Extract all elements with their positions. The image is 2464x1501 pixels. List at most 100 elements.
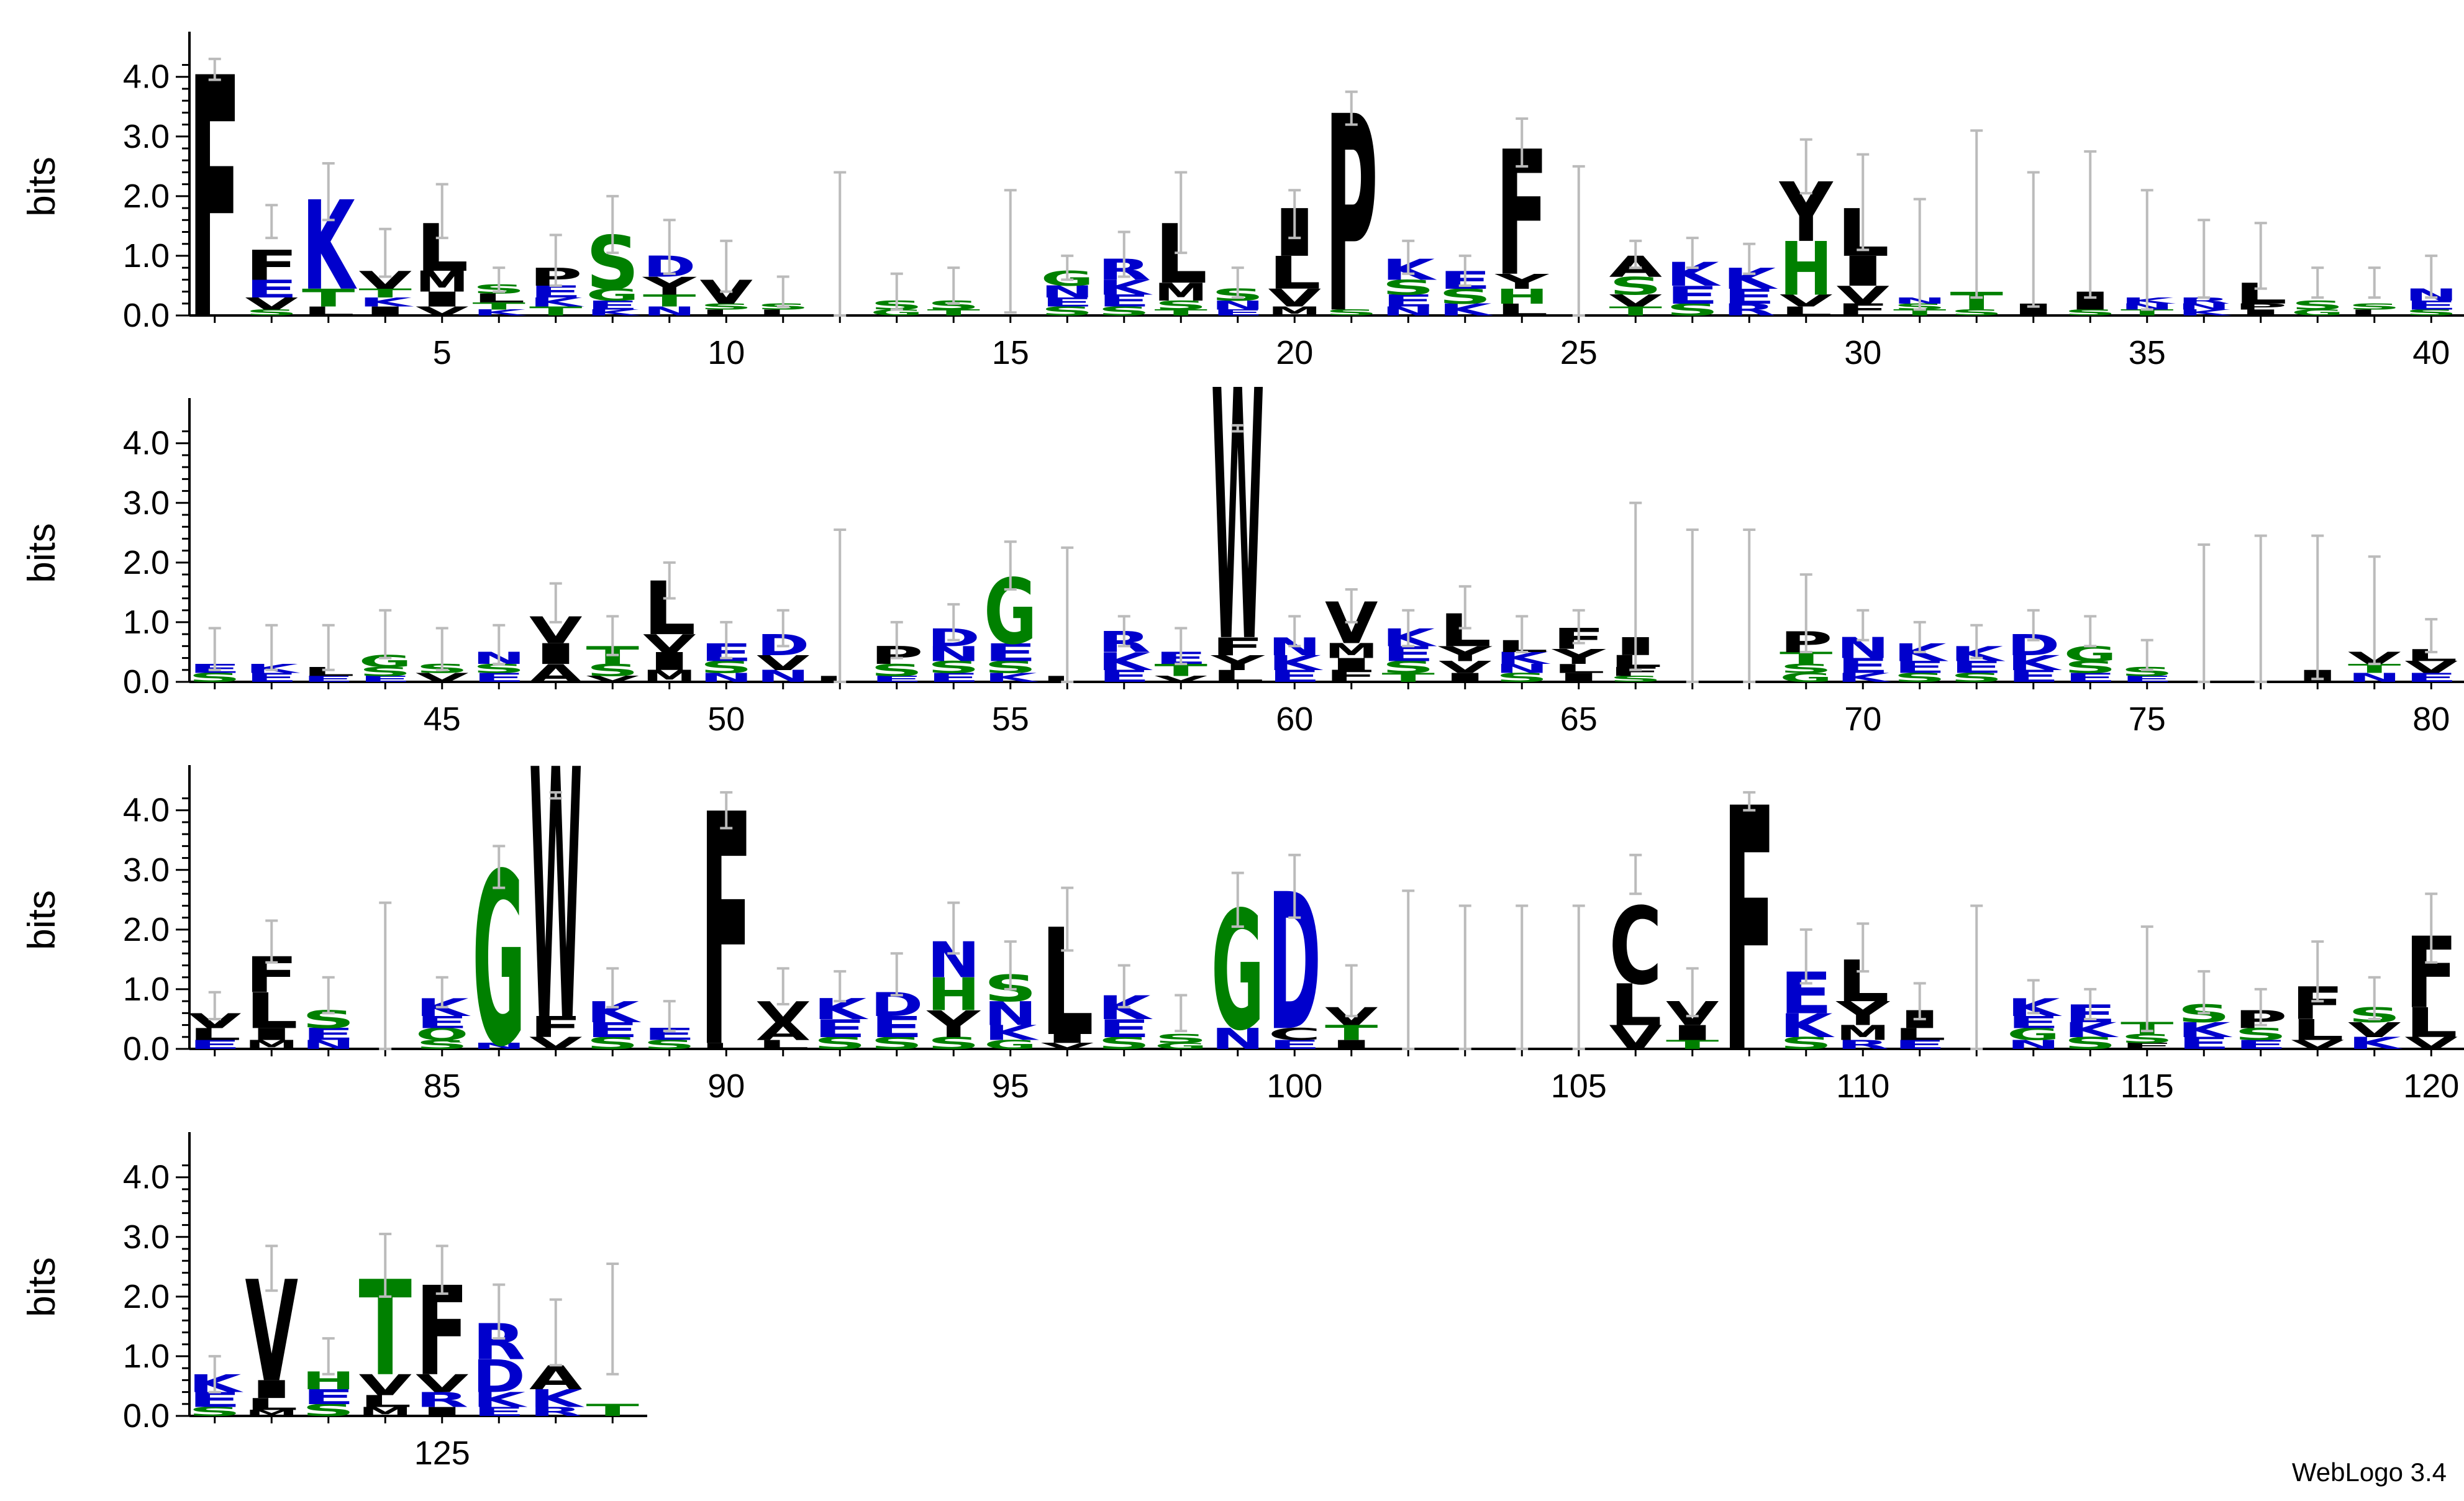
logo-letter-N: N [473,1041,526,1051]
logo-letter-G: G [984,1038,1037,1052]
logo-letter-F: F [529,1011,583,1044]
logo-letter-K: K [984,1021,1039,1045]
x-tick-label: 55 [992,701,1029,738]
logo-letter-E: E [1950,658,2004,677]
logo-letter-K: K [1439,301,1494,320]
logo-letter-K: K [1268,651,1324,674]
logo-letter-E: E [473,671,526,685]
logo-letter-I: I [416,1405,469,1419]
x-tick-label: 50 [707,701,745,738]
logo-letter-V: V [2348,1018,2401,1041]
logo-letter-E: E [1098,667,1151,686]
logo-letter-S: S [2064,658,2117,677]
logo-letter-N: N [927,642,981,666]
logo-letter-L: L [245,983,299,1040]
logo-letter-V: V [1780,291,1833,311]
logo-letter-S: S [1155,298,1208,312]
logo-letter-N: N [2178,302,2230,311]
logo-letter-S: S [188,671,242,685]
logo-letter-S: S [643,1038,696,1052]
logo-letter-I: I [1325,1038,1378,1052]
logo-letter-V: V [1439,658,1492,677]
logo-row-2: 0.01.02.03.04.0bitsSEEKELESG45VSESNAIVVS… [20,318,2464,738]
x-tick-label: 105 [1551,1068,1607,1105]
logo-letter-L: L [757,308,810,317]
logo-letter-S: S [1780,661,1833,676]
logo-letter-V: V [2405,658,2458,677]
logo-letter-E: E [302,674,355,684]
logo-letter-H: H [1496,284,1549,308]
logo-letter-C: C [1609,886,1663,1009]
x-tick-label: 90 [707,1068,745,1105]
logo-letter-P: P [2234,302,2287,311]
logo-letter-W: W [1211,318,1265,718]
x-tick-label: 10 [707,334,745,371]
logo-letter-Y: Y [642,272,697,301]
logo-letter-R: R [1723,301,1776,320]
logo-letter-S: S [473,661,526,676]
logo-letter-T: T [1155,308,1208,317]
logo-letter-T: T [1609,304,1663,319]
logo-letter-S: S [2121,664,2174,679]
logo-letter-K: K [1666,255,1722,293]
x-tick-label: 95 [992,1068,1029,1105]
x-tick-label: 80 [2412,701,2450,738]
logo-letter-H: H [927,968,981,1021]
logo-letter-S: S [1666,301,1719,320]
x-tick-label: 65 [1560,701,1598,738]
logo-letter-S: S [2064,308,2117,317]
logo-letter-S: S [927,658,981,677]
logo-letter-S: S [1950,308,2003,317]
logo-letter-E: E [1268,1038,1322,1052]
logo-letter-E: E [1893,1038,1947,1052]
logo-letter-E: E [586,298,640,312]
logo-letter-L: L [1780,304,1833,319]
x-tick-label: 30 [1844,334,1881,371]
logo-letter-V: V [643,629,696,658]
logo-letter-G: G [1155,1041,1208,1051]
logo-letter-K: K [984,671,1040,685]
y-tick-label: 1.0 [123,604,170,641]
logo-letter-F: F [1211,632,1264,661]
y-tick-label: 0.0 [123,297,170,334]
logo-letter-S: S [1382,276,1435,299]
logo-letter-E: E [2007,1013,2060,1032]
logo-letter-N: N [2007,1038,2060,1052]
logo-letter-R: R [416,1388,469,1412]
logo-letter-S: S [1382,658,1435,677]
logo-letter-E: E [2007,667,2060,686]
logo-letter-L: L [1609,972,1663,1038]
y-tick-label: 3.0 [123,1218,170,1256]
logo-letter-Q: Q [416,1025,469,1044]
logo-letter-Y: Y [1835,995,1891,1033]
x-tick-label: 35 [2129,334,2166,371]
x-tick-label: 125 [414,1435,470,1472]
logo-letter-V: V [2291,1038,2345,1052]
logo-letter-M: M [1837,1021,1889,1045]
logo-letter-V: V [1041,1041,1094,1051]
logo-letter-I: I [1837,248,1889,296]
logo-letter-E: E [984,638,1037,667]
logo-letter-S: S [1609,272,1663,301]
logo-letter-F: F [1609,664,1663,679]
logo-letter-I: I [245,1375,299,1404]
logo-letter-N: N [700,671,753,685]
logo-letter-S: S [927,298,981,312]
logo-letter-S: S [1439,284,1492,308]
logo-letter-E: E [1893,658,1947,677]
logo-letter-Y: Y [1210,651,1265,674]
y-tick-label: 4.0 [123,1159,170,1196]
logo-letter-I: I [1325,655,1378,674]
logo-letter-S: S [2405,308,2458,317]
logo-letter-L: L [359,1392,412,1411]
logo-letter-Y: Y [1437,642,1493,666]
logo-letter-E: E [927,671,981,685]
logo-letter-S: S [2121,1032,2174,1046]
logo-letter-T: T [529,304,583,319]
logo-letter-V: V [757,651,810,674]
logo-letter-V: V [529,1034,583,1053]
logo-letter-L: L [2291,1014,2344,1047]
logo-letter-S: S [586,1034,640,1053]
logo-letter-S: S [870,661,924,680]
logo-letter-T: T [643,291,696,311]
